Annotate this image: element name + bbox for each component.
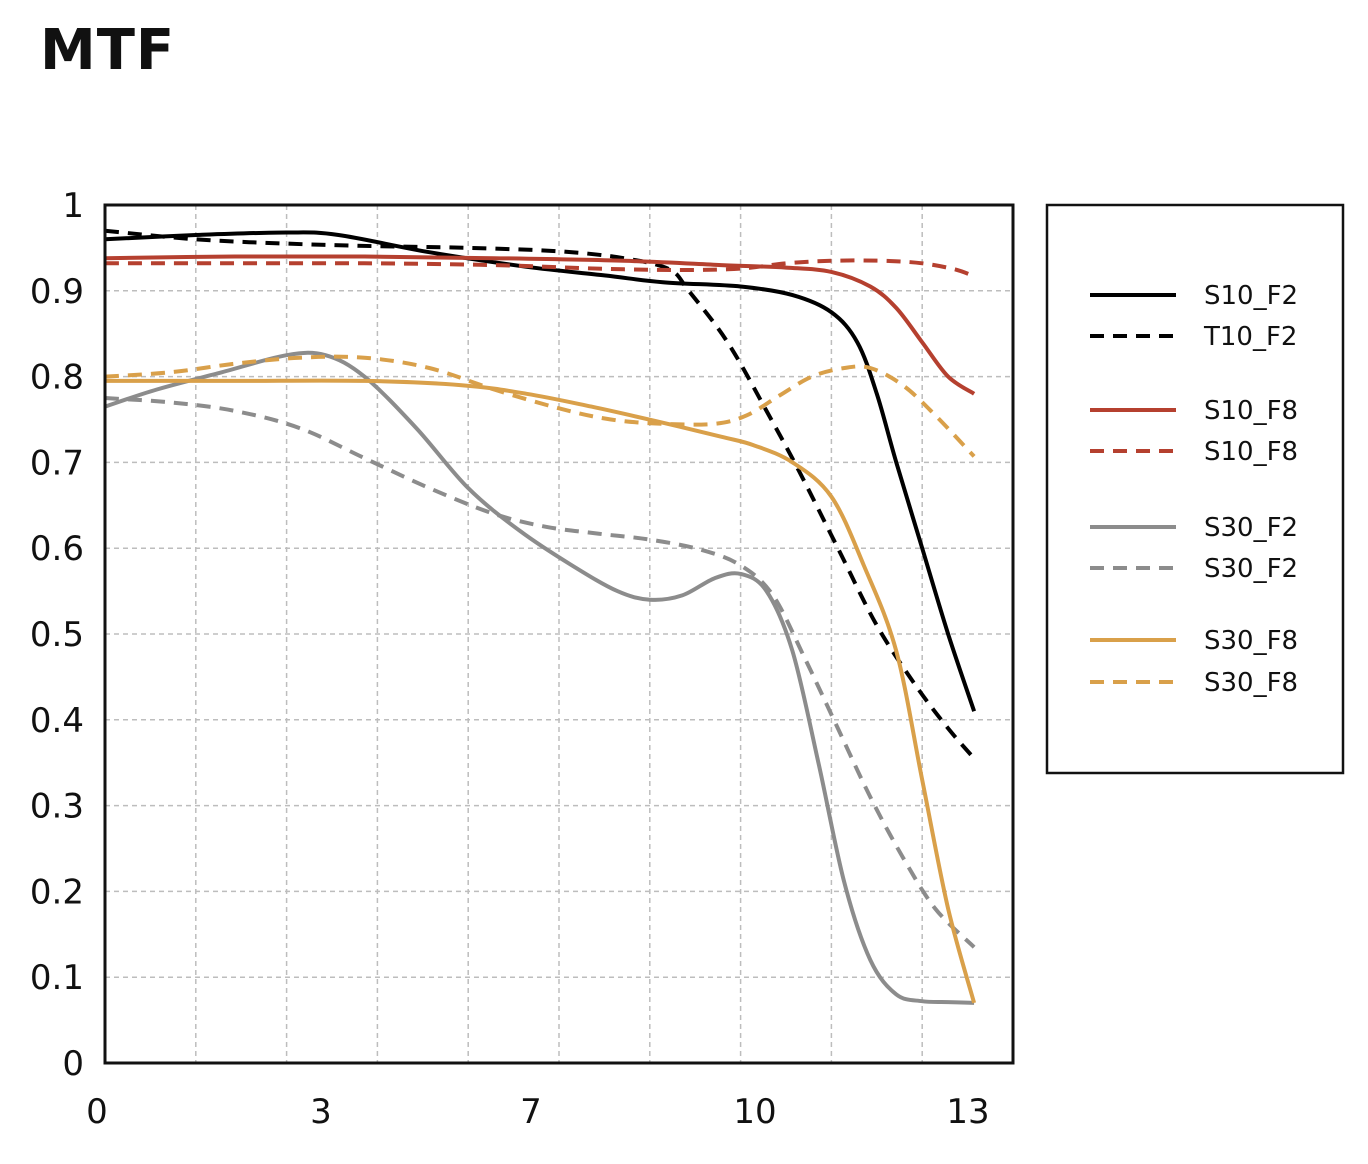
- y-tick-label: 0.5: [30, 615, 84, 655]
- y-tick-label: 0: [62, 1044, 84, 1084]
- legend-label: T10_F2: [1203, 322, 1297, 352]
- series-line-s10-f8-solid: [104, 254, 976, 396]
- y-tick-label: 0.3: [30, 787, 84, 827]
- plot-frame: [103, 203, 1015, 1065]
- series-line-s30-f2-solid: [104, 350, 975, 1005]
- series-line-s30-f8-solid: [105, 378, 977, 1004]
- series-line-s30-f8-dashed: [104, 354, 976, 458]
- legend-label: S10_F8: [1204, 396, 1298, 426]
- legend-label: S30_F2: [1204, 513, 1298, 543]
- y-tick-label: 0.7: [30, 443, 84, 483]
- y-tick-label: 0.6: [30, 529, 84, 569]
- x-tick-label: 10: [733, 1092, 776, 1132]
- y-tick-label: 0.2: [30, 872, 84, 912]
- legend-label: S30_F8: [1204, 668, 1298, 698]
- x-tick-label: 0: [86, 1092, 108, 1132]
- y-tick-label: 0.4: [30, 701, 84, 741]
- x-axis-tick-labels: 0 3 7 10 13: [86, 1092, 989, 1132]
- y-tick-label: 1: [62, 186, 84, 226]
- legend-label: S10_F2: [1204, 281, 1298, 311]
- legend-label: S10_F8: [1204, 437, 1298, 467]
- y-axis-tick-labels: 0 0.1 0.2 0.3 0.4 0.5 0.6 0.7 0.8 0.9 1: [30, 186, 84, 1084]
- series-line-s10-f8-dashed: [104, 258, 975, 279]
- series-line-s30-f2-dashed: [104, 396, 976, 949]
- chart-title: MTF: [40, 18, 176, 83]
- legend-label: S30_F2: [1204, 554, 1298, 584]
- legend-label: S30_F8: [1204, 626, 1298, 656]
- legend: S10_F2 T10_F2 S10_F8 S10_F8 S30_F2 S30_F2 S30_…: [1045, 203, 1345, 775]
- series-line-s10-f2-solid: [104, 230, 976, 712]
- x-tick-label: 13: [946, 1092, 989, 1132]
- y-tick-label: 0.9: [30, 272, 84, 312]
- series-layer: [104, 228, 977, 1005]
- grid-layer: [105, 205, 1013, 1063]
- series-line-t10-f2-dashed: [104, 228, 976, 760]
- x-tick-label: 3: [310, 1092, 332, 1132]
- legend-box: [1045, 203, 1345, 775]
- y-tick-label: 0.1: [30, 958, 84, 998]
- y-tick-label: 0.8: [30, 358, 84, 398]
- x-tick-label: 7: [520, 1092, 542, 1132]
